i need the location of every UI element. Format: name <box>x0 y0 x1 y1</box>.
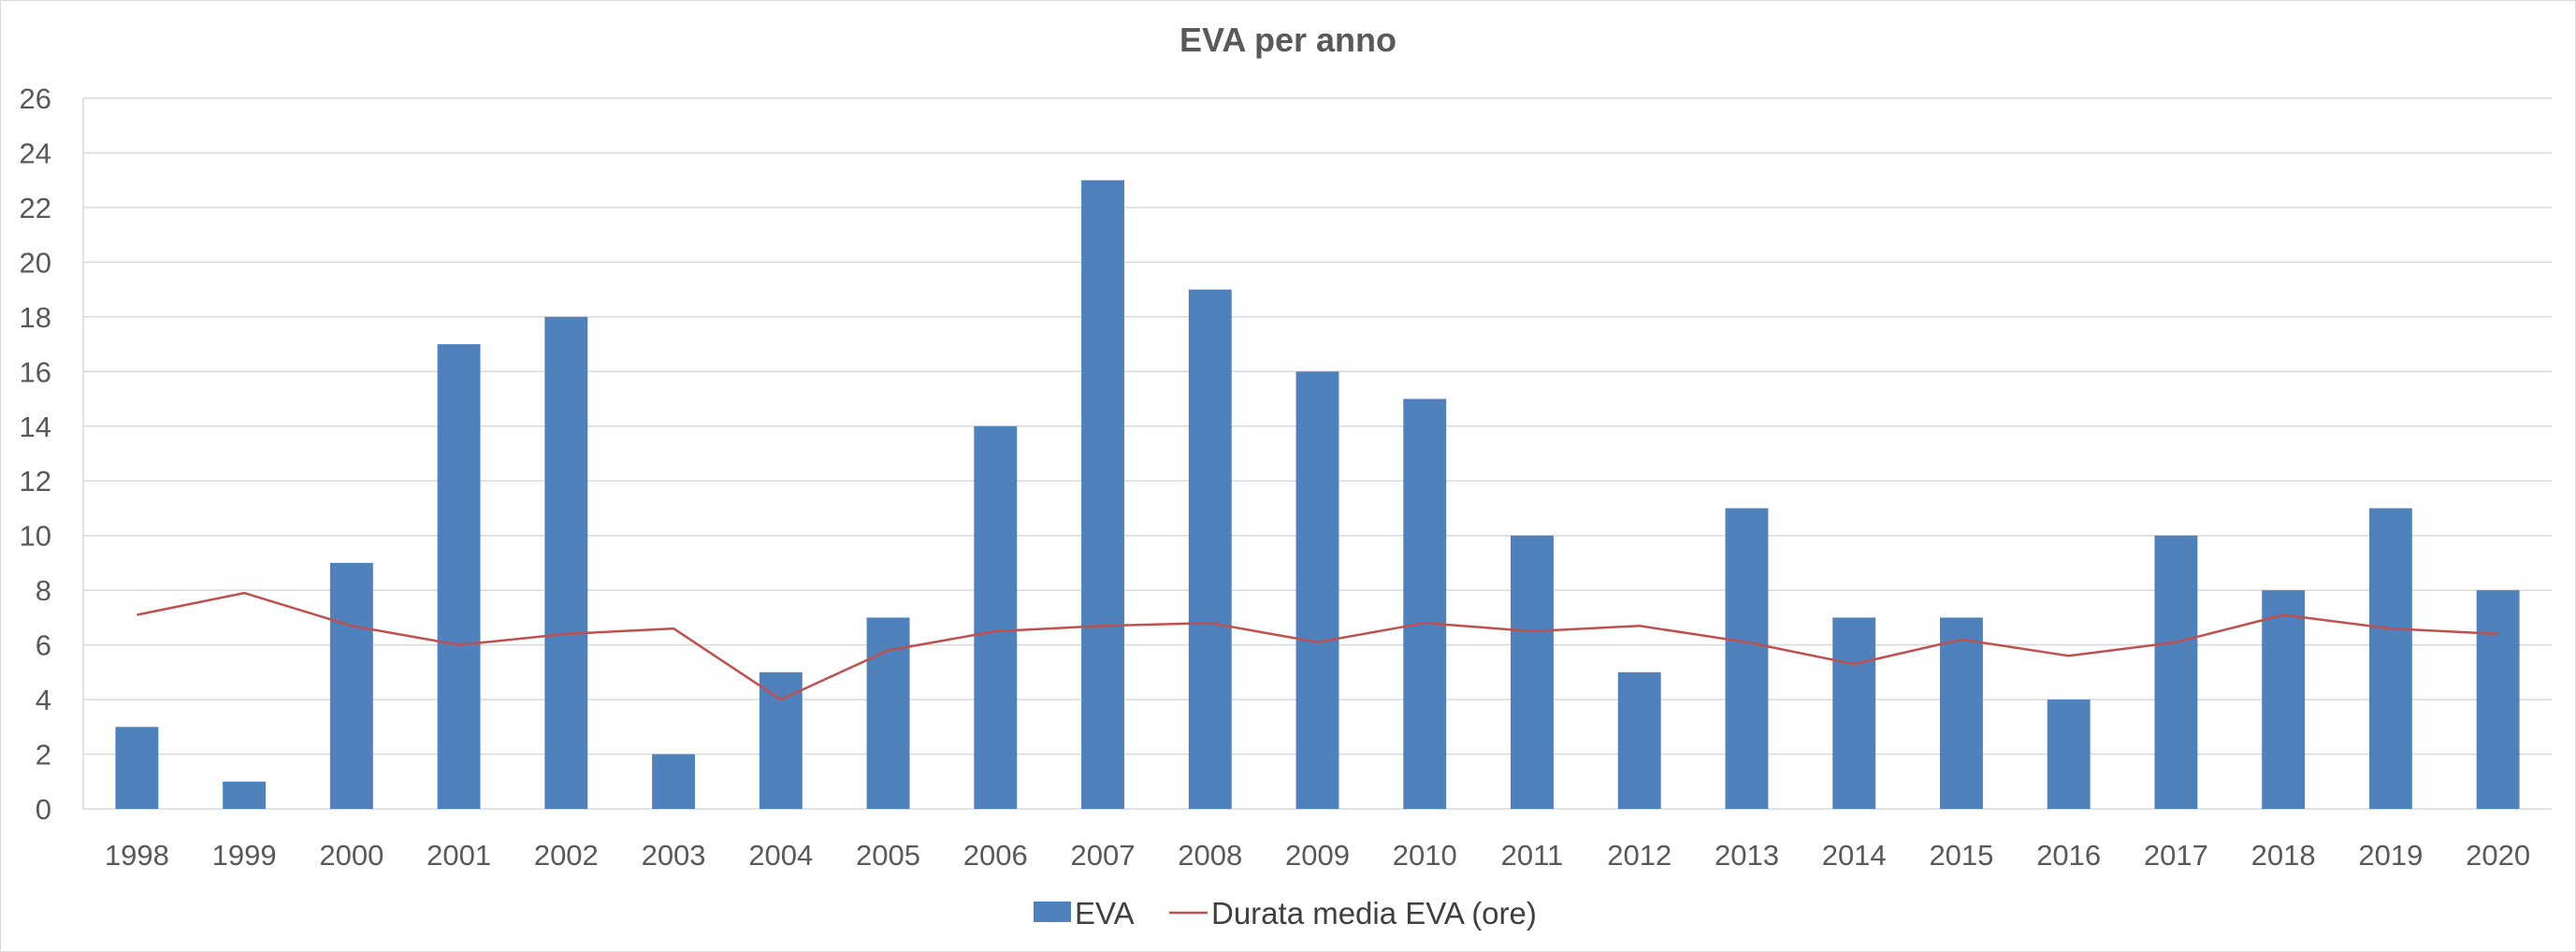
bar-eva-2015 <box>1939 617 1983 809</box>
bar-series <box>115 180 2520 810</box>
bar-eva-2007 <box>1081 180 1124 809</box>
bar-eva-2014 <box>1832 617 1876 809</box>
x-tick-label: 2016 <box>2036 839 2101 872</box>
y-tick-label: 6 <box>36 629 51 662</box>
bar-eva-2006 <box>974 426 1018 809</box>
x-tick-label: 2012 <box>1607 839 1672 872</box>
line-series <box>137 591 2498 701</box>
x-tick-label: 2020 <box>2466 839 2530 872</box>
bar-eva-2011 <box>1511 535 1554 809</box>
bar-eva-2016 <box>2047 700 2091 809</box>
bar-eva-1999 <box>223 781 267 809</box>
x-tick-label: 2008 <box>1178 839 1242 872</box>
y-tick-label: 12 <box>20 465 51 498</box>
x-tick-label: 2010 <box>1393 839 1457 872</box>
bar-eva-2002 <box>544 316 588 809</box>
legend: EVA Durata media EVA (ore) <box>1034 896 1537 930</box>
x-tick-label: 2019 <box>2358 839 2423 872</box>
y-tick-label: 22 <box>20 192 51 224</box>
x-tick-label: 2018 <box>2251 839 2316 872</box>
x-tick-label: 2007 <box>1071 839 1136 872</box>
x-tick-label: 1998 <box>105 839 169 872</box>
x-tick-label: 2000 <box>319 839 384 872</box>
x-tick-label: 2017 <box>2144 839 2208 872</box>
bar-eva-2013 <box>1725 508 1769 809</box>
x-tick-label: 2002 <box>534 839 599 872</box>
legend-label-durata: Durata media EVA (ore) <box>1211 896 1537 930</box>
y-tick-label: 26 <box>20 82 51 115</box>
bar-eva-2008 <box>1188 289 1232 810</box>
legend-label-eva: EVA <box>1075 896 1135 930</box>
y-tick-label: 0 <box>36 793 51 826</box>
x-tick-label: 2013 <box>1715 839 1779 872</box>
line-durata-media <box>137 591 2498 701</box>
bar-eva-2003 <box>652 754 696 809</box>
y-tick-label: 10 <box>20 520 51 553</box>
y-tick-label: 8 <box>36 574 51 607</box>
bar-eva-2005 <box>866 617 910 809</box>
y-tick-label: 18 <box>20 301 51 334</box>
x-tick-label: 2004 <box>748 839 813 872</box>
x-tick-label: 2001 <box>427 839 491 872</box>
bar-eva-2010 <box>1403 398 1447 809</box>
x-tick-label: 2011 <box>1501 839 1564 872</box>
bar-eva-2001 <box>437 344 481 809</box>
y-tick-label: 24 <box>20 137 51 169</box>
x-axis: 1998 1999 2000 2001 2002 2003 2004 2005 2006 2007… <box>105 839 2530 872</box>
bar-eva-2017 <box>2154 535 2198 809</box>
y-tick-label: 2 <box>36 739 51 772</box>
bar-eva-2004 <box>759 671 803 809</box>
y-tick-label: 14 <box>20 411 51 443</box>
bar-eva-2000 <box>329 562 373 809</box>
bar-eva-2020 <box>2476 590 2520 809</box>
y-tick-label: 16 <box>20 355 51 388</box>
bar-eva-2018 <box>2262 590 2306 809</box>
x-tick-label: 2009 <box>1285 839 1350 872</box>
bar-eva-2019 <box>2368 508 2412 809</box>
y-tick-label: 4 <box>36 684 51 716</box>
x-tick-label: 2003 <box>642 839 706 872</box>
x-tick-label: 1999 <box>212 839 277 872</box>
x-tick-label: 2014 <box>1822 839 1887 872</box>
x-tick-label: 2005 <box>856 839 920 872</box>
x-tick-label: 2015 <box>1929 839 1993 872</box>
legend-swatch-eva <box>1034 902 1071 922</box>
chart-title: EVA per anno <box>1179 21 1397 59</box>
y-tick-label: 20 <box>20 246 51 279</box>
x-tick-label: 2006 <box>963 839 1028 872</box>
bar-eva-2009 <box>1295 371 1339 809</box>
bar-eva-1998 <box>115 727 159 809</box>
bar-eva-2012 <box>1617 671 1661 809</box>
